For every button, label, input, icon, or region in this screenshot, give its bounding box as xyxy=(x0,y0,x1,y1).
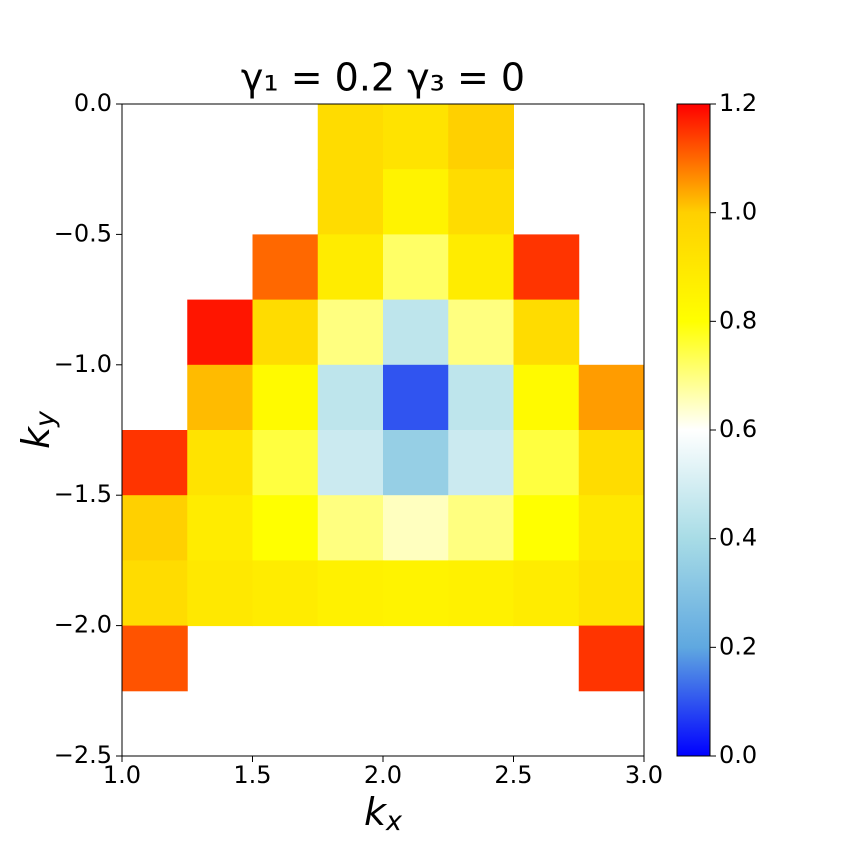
heat-cell xyxy=(578,625,645,692)
heat-cell xyxy=(383,560,449,627)
x-tick-label: 1.0 xyxy=(103,761,141,789)
heat-cell xyxy=(187,560,253,627)
heat-cell xyxy=(448,104,514,170)
heat-cell xyxy=(578,430,645,496)
heat-cell xyxy=(513,495,580,561)
heat-cell xyxy=(383,430,449,496)
heat-cell xyxy=(317,560,384,627)
chart-title: γ₁ = 0.2 γ₃ = 0 xyxy=(241,56,525,100)
heat-cell xyxy=(317,104,384,170)
heat-cell xyxy=(317,430,384,496)
heat-cell xyxy=(317,364,384,431)
heat-cell xyxy=(578,364,645,431)
heat-cell xyxy=(383,495,449,561)
y-axis-label: ky xyxy=(14,410,61,449)
y-tick-label: −0.5 xyxy=(54,219,112,247)
colorbar-tick-label: 0.6 xyxy=(719,415,757,443)
heat-cell xyxy=(187,495,253,561)
x-label-sub: x xyxy=(385,806,403,837)
x-axis-label: kx xyxy=(364,790,403,837)
heat-cell xyxy=(317,299,384,366)
x-tick-label: 2.5 xyxy=(494,761,532,789)
heat-cell xyxy=(448,234,514,301)
heat-cell xyxy=(122,495,188,561)
heat-cell xyxy=(383,234,449,301)
heat-cell xyxy=(252,430,319,496)
colorbar xyxy=(676,103,711,757)
heat-cell xyxy=(448,560,514,627)
heat-cell xyxy=(513,430,580,496)
heat-cell xyxy=(187,364,253,431)
heat-cell xyxy=(252,560,319,627)
heat-cell xyxy=(448,364,514,431)
colorbar-tick-label: 1.2 xyxy=(719,89,757,117)
heat-cell xyxy=(122,560,188,627)
heat-cell xyxy=(317,169,384,235)
heat-cell xyxy=(252,495,319,561)
heat-cell xyxy=(252,299,319,366)
heat-cell xyxy=(383,364,449,431)
colorbar-tick-label: 0.0 xyxy=(719,741,757,769)
y-label-sub: y xyxy=(30,410,61,428)
y-tick-label: −1.5 xyxy=(54,480,112,508)
x-tick-label: 1.5 xyxy=(233,761,271,789)
heat-cell xyxy=(578,560,645,627)
colorbar-tick-label: 0.2 xyxy=(719,632,757,660)
heat-cell xyxy=(448,299,514,366)
colorbar-tick-label: 1.0 xyxy=(719,198,757,226)
y-tick-label: 0.0 xyxy=(74,89,112,117)
heat-cell xyxy=(383,169,449,235)
heat-cell xyxy=(252,364,319,431)
heat-cell xyxy=(122,625,188,692)
heat-cell xyxy=(448,430,514,496)
heat-cell xyxy=(317,234,384,301)
heat-cell xyxy=(187,299,253,366)
heat-cell xyxy=(513,364,580,431)
heat-cell xyxy=(252,234,319,301)
heat-cell xyxy=(513,299,580,366)
y-tick-label: −2.0 xyxy=(54,611,112,639)
heat-cell xyxy=(448,169,514,235)
x-tick-label: 2.0 xyxy=(364,761,402,789)
colorbar-tick-label: 0.8 xyxy=(719,306,757,334)
x-tick-label: 3.0 xyxy=(625,761,663,789)
colorbar-tick-label: 0.4 xyxy=(719,524,757,552)
heat-cell xyxy=(122,430,188,496)
heat-cell xyxy=(383,299,449,366)
heat-cell xyxy=(513,560,580,627)
heat-cell xyxy=(187,430,253,496)
x-label-base: k xyxy=(364,790,388,834)
y-tick-label: −2.5 xyxy=(54,741,112,769)
heat-cell xyxy=(578,495,645,561)
heat-cell xyxy=(448,495,514,561)
y-tick-label: −1.0 xyxy=(54,350,112,378)
heat-cell xyxy=(383,104,449,170)
heat-cell xyxy=(513,234,580,301)
heat-cell xyxy=(317,495,384,561)
y-label-base: k xyxy=(14,425,58,449)
